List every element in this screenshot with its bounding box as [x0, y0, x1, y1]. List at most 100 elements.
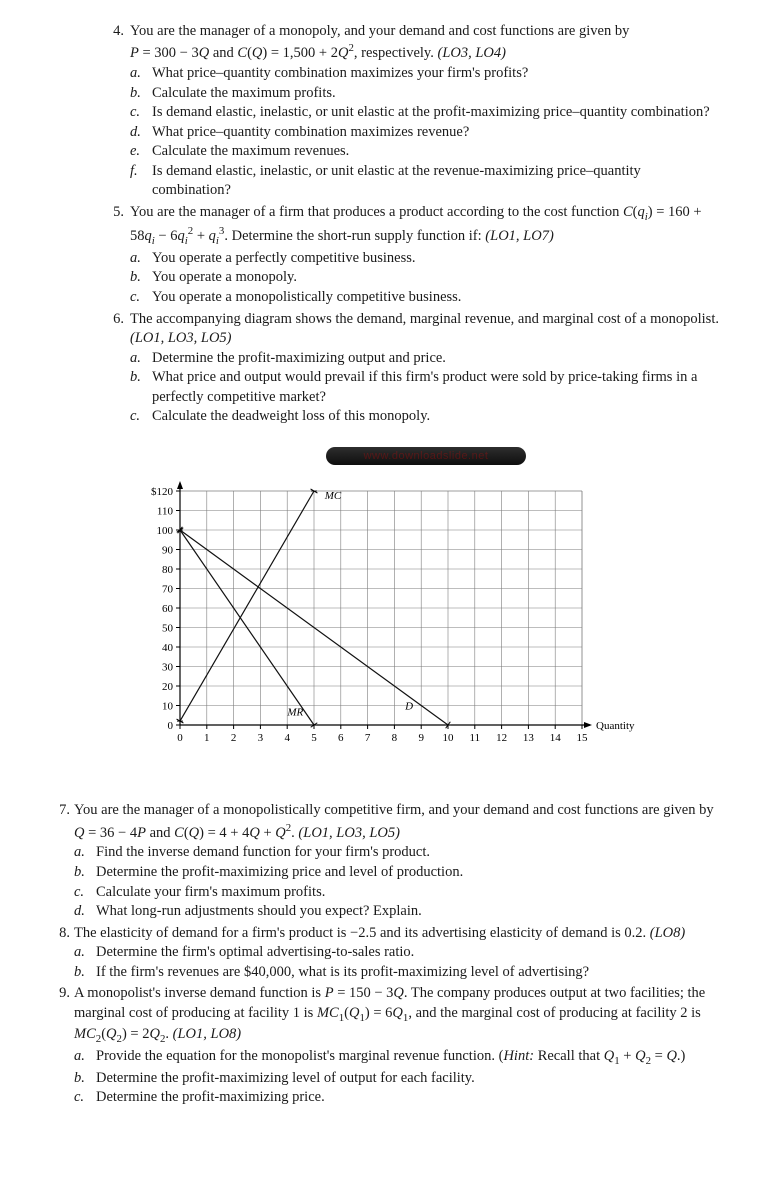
question-6: 6. The accompanying diagram shows the de…: [52, 310, 720, 427]
q6-subitem: b. What price and output would prevail i…: [130, 368, 720, 407]
svg-text:110: 110: [157, 506, 174, 518]
question-5: 5. You are the manager of a firm that pr…: [52, 203, 720, 308]
svg-text:6: 6: [338, 732, 344, 744]
q4-subitems: a. What price–quantity combination maxim…: [130, 64, 720, 201]
svg-text:11: 11: [470, 732, 481, 744]
svg-text:$120: $120: [151, 486, 174, 498]
subitem-text: Calculate the maximum revenues.: [152, 143, 349, 159]
subitem-label: c.: [130, 103, 140, 123]
subitem-text: Determine the profit-maximizing output a…: [152, 350, 446, 366]
subitem-text: Is demand elastic, inelastic, or unit el…: [152, 163, 641, 199]
subitem-label: b.: [74, 963, 85, 983]
subitem-label: c.: [74, 883, 84, 903]
q7-subitem: b. Determine the profit-maximizing price…: [74, 863, 720, 883]
subitem-label: d.: [74, 902, 85, 922]
q7-subitem: c. Calculate your firm's maximum profits…: [74, 883, 720, 903]
svg-text:Quantity: Quantity: [596, 720, 635, 732]
svg-text:4: 4: [284, 732, 290, 744]
subitem-text: What price–quantity combination maximize…: [152, 124, 469, 140]
page-upper: 4. You are the manager of a monopoly, an…: [0, 0, 772, 801]
subitem-text: Determine the profit-maximizing level of…: [96, 1070, 475, 1086]
subitem-text: Calculate the maximum profits.: [152, 85, 336, 101]
q7-intro: You are the manager of a monopolisticall…: [74, 802, 714, 840]
q5-number: 5.: [100, 203, 124, 223]
q9-intro: A monopolist's inverse demand function i…: [74, 985, 705, 1042]
subitem-label: d.: [130, 123, 141, 143]
svg-text:1: 1: [204, 732, 210, 744]
q9-subitem: c. Determine the profit-maximizing price…: [74, 1088, 720, 1108]
q9-number: 9.: [52, 984, 70, 1004]
subitem-text: What long-run adjustments should you exp…: [96, 903, 422, 919]
svg-text:MR: MR: [286, 707, 303, 719]
q8-subitem: b. If the firm's revenues are $40,000, w…: [74, 963, 720, 983]
q6-intro: The accompanying diagram shows the deman…: [130, 311, 719, 347]
chart-figure: www.downloadslide.net 012345678910111213…: [132, 447, 720, 752]
svg-text:80: 80: [162, 564, 174, 576]
q4-subitem: a. What price–quantity combination maxim…: [130, 64, 720, 84]
subitem-text: Find the inverse demand function for you…: [96, 844, 430, 860]
question-9: 9. A monopolist's inverse demand functio…: [52, 984, 720, 1107]
subitem-text: You operate a monopolistically competiti…: [152, 289, 461, 305]
question-8: 8. The elasticity of demand for a firm's…: [52, 924, 720, 983]
q5-subitem: b. You operate a monopoly.: [130, 268, 720, 288]
page-lower: 7. You are the manager of a monopolistic…: [0, 801, 772, 1131]
q5-subitem: c. You operate a monopolistically compet…: [130, 288, 720, 308]
svg-text:20: 20: [162, 681, 174, 693]
svg-text:D: D: [404, 701, 413, 713]
q8-number: 8.: [52, 924, 70, 944]
q9-subitem: a. Provide the equation for the monopoli…: [74, 1047, 720, 1069]
subitem-text: What price and output would prevail if t…: [152, 369, 697, 405]
svg-text:30: 30: [162, 662, 174, 674]
svg-text:0: 0: [177, 732, 183, 744]
svg-text:8: 8: [392, 732, 398, 744]
chart-svg: 0123456789101112131415010203040506070809…: [132, 481, 652, 751]
subitem-text: Calculate your firm's maximum profits.: [96, 884, 325, 900]
q4-subitem: f. Is demand elastic, inelastic, or unit…: [130, 162, 720, 201]
subitem-text: Determine the profit-maximizing price an…: [96, 864, 463, 880]
q5-subitem: a. You operate a perfectly competitive b…: [130, 249, 720, 269]
subitem-text: You operate a perfectly competitive busi…: [152, 250, 416, 266]
subitem-label: f.: [130, 162, 138, 182]
question-4: 4. You are the manager of a monopoly, an…: [52, 22, 720, 201]
subitem-text: What price–quantity combination maximize…: [152, 65, 528, 81]
svg-text:13: 13: [523, 732, 535, 744]
q6-subitem: a. Determine the profit-maximizing outpu…: [130, 349, 720, 369]
subitem-label: a.: [74, 943, 85, 963]
q7-subitems: a. Find the inverse demand function for …: [74, 843, 720, 921]
svg-text:12: 12: [496, 732, 507, 744]
svg-text:40: 40: [162, 642, 174, 654]
q4-number: 4.: [100, 22, 124, 42]
subitem-label: a.: [130, 349, 141, 369]
subitem-text: You operate a monopoly.: [152, 269, 297, 285]
svg-text:0: 0: [168, 720, 174, 732]
subitem-text: Provide the equation for the monopolist'…: [96, 1048, 685, 1064]
q9-subitems: a. Provide the equation for the monopoli…: [74, 1047, 720, 1108]
svg-text:15: 15: [577, 732, 589, 744]
subitem-label: b.: [74, 863, 85, 883]
subitem-label: a.: [130, 249, 141, 269]
subitem-label: a.: [74, 843, 85, 863]
watermark-bar: www.downloadslide.net: [132, 447, 720, 472]
subitem-label: c.: [130, 407, 140, 427]
subitem-text: If the firm's revenues are $40,000, what…: [96, 964, 589, 980]
q7-subitem: a. Find the inverse demand function for …: [74, 843, 720, 863]
svg-text:3: 3: [258, 732, 264, 744]
svg-text:10: 10: [443, 732, 455, 744]
q6-subitem: c. Calculate the deadweight loss of this…: [130, 407, 720, 427]
subitem-label: b.: [130, 268, 141, 288]
question-7: 7. You are the manager of a monopolistic…: [52, 801, 720, 921]
svg-text:14: 14: [550, 732, 562, 744]
svg-text:60: 60: [162, 603, 174, 615]
q8-subitems: a. Determine the firm's optimal advertis…: [74, 943, 720, 982]
svg-text:MC: MC: [324, 490, 342, 502]
q5-subitems: a. You operate a perfectly competitive b…: [130, 249, 720, 308]
q8-intro: The elasticity of demand for a firm's pr…: [74, 925, 685, 941]
svg-text:70: 70: [162, 584, 174, 596]
subitem-label: c.: [74, 1088, 84, 1108]
svg-text:90: 90: [162, 545, 174, 557]
subitem-label: b.: [74, 1069, 85, 1089]
subitem-label: a.: [130, 64, 141, 84]
subitem-label: a.: [74, 1047, 85, 1067]
q7-number: 7.: [52, 801, 70, 821]
subitem-label: b.: [130, 368, 141, 388]
